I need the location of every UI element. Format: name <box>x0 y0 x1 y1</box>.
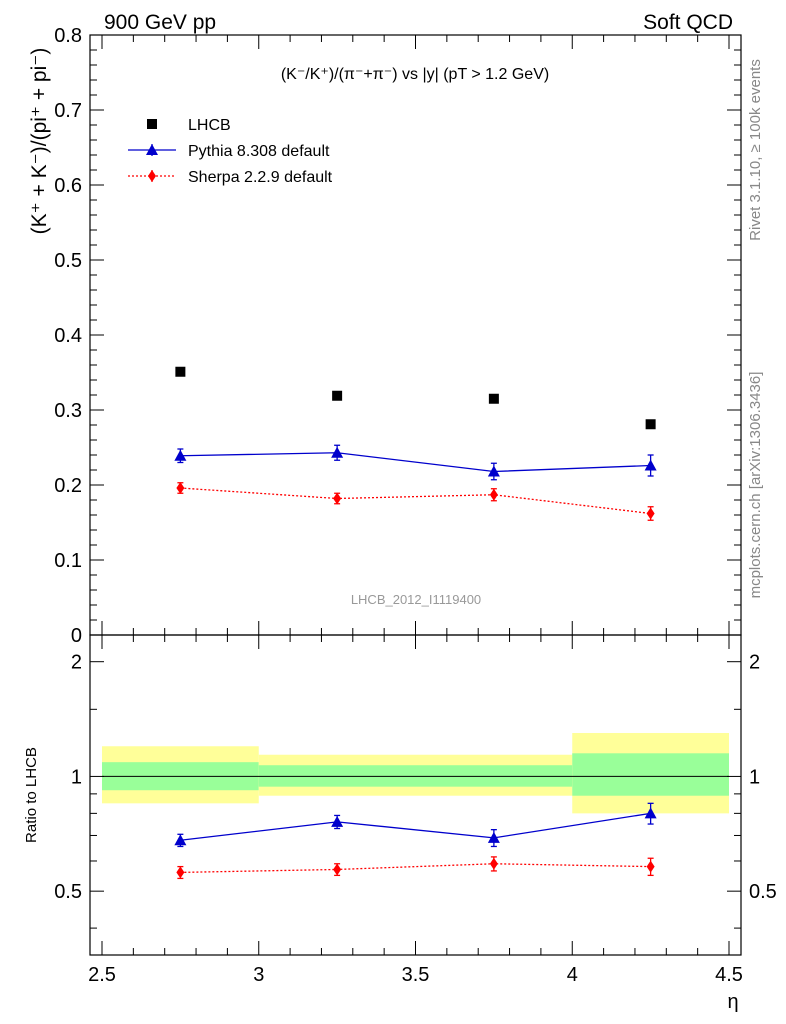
sherpa-point <box>176 482 185 494</box>
main-panel: 0 0.1 0.2 0.3 0.4 0.5 0.6 0.7 0.8 (K⁻/K⁺)/(π⁻+π⁻… <box>28 25 742 647</box>
main-title: (K⁻/K⁺)/(π⁻+π⁻) vs |y| (pT > 1.2 GeV) <box>281 66 549 83</box>
x-tick-label: 4 <box>567 964 578 986</box>
ratio-y-tick-label-right: 1 <box>749 766 760 788</box>
energy-label: 900 GeV pp <box>104 11 216 34</box>
pythia-point <box>644 459 657 471</box>
x-tick-label: 4.5 <box>715 964 743 986</box>
y-tick-label: 0.6 <box>54 175 82 197</box>
x-tick-label: 2.5 <box>88 964 116 986</box>
legend-marker-sherpa <box>148 170 156 182</box>
y-tick-label: 0.4 <box>54 325 82 347</box>
sherpa-point <box>333 863 342 876</box>
ratio-y-tick-label-right: 0.5 <box>749 881 777 903</box>
y-tick-label: 0 <box>71 625 82 647</box>
legend: LHCB Pythia 8.308 default Sherpa 2.2.9 def… <box>128 117 333 186</box>
x-axis-label: η <box>727 991 738 1013</box>
x-tick-label: 3 <box>253 964 264 986</box>
ratio-y-tick-label: 2 <box>71 652 82 674</box>
analysis-watermark: LHCB_2012_I1119400 <box>351 592 481 607</box>
sherpa-point <box>489 857 498 870</box>
pythia-point <box>174 449 187 461</box>
sherpa-point <box>646 860 655 873</box>
legend-marker-pythia <box>146 144 158 155</box>
y-tick-label: 0.5 <box>54 250 82 272</box>
y-tick-label: 0.2 <box>54 475 82 497</box>
rivet-label: Rivet 3.1.10, ≥ 100k events <box>747 59 764 241</box>
ratio-inner-band <box>572 753 729 796</box>
sherpa-line <box>180 487 651 515</box>
legend-marker-lhcb <box>147 119 157 129</box>
pythia-point <box>331 815 344 827</box>
sherpa-point <box>176 866 185 879</box>
ratio-y-tick-label: 1 <box>71 766 82 788</box>
legend-label-pythia: Pythia 8.308 default <box>188 143 330 160</box>
lhcb-point <box>175 366 186 377</box>
ratio-panel: 2.5 3 3.5 4 4.5 0.5 0.5 1 1 2 2 Ratio to LHCB η <box>23 634 777 1013</box>
mcplots-label: mcplots.cern.ch [arXiv:1306.3436] <box>747 372 764 599</box>
pythia-point <box>487 465 500 477</box>
y-tick-label: 0.3 <box>54 400 82 422</box>
y-tick-label: 0.7 <box>54 100 82 122</box>
pythia-point <box>174 834 187 846</box>
pythia-point <box>331 446 344 458</box>
lhcb-point <box>332 390 343 401</box>
main-y-axis-label: (K⁺ + K⁻)/(pi⁺ + pi⁻) <box>28 48 51 235</box>
pythia-point <box>644 807 657 819</box>
x-tick-label: 3.5 <box>402 964 430 986</box>
sherpa-point <box>333 492 342 505</box>
sherpa-point <box>646 507 655 520</box>
pythia-line <box>180 452 651 473</box>
process-label: Soft QCD <box>643 11 733 34</box>
sherpa-point <box>489 488 498 501</box>
ratio-y-axis-label: Ratio to LHCB <box>23 747 40 843</box>
lhcb-point <box>488 393 499 404</box>
legend-label-sherpa: Sherpa 2.2.9 default <box>188 169 333 186</box>
ratio-y-tick-label: 0.5 <box>54 881 82 903</box>
lhcb-point <box>645 419 656 430</box>
y-tick-label: 0.1 <box>54 550 82 572</box>
pythia-line <box>180 812 651 841</box>
legend-label-lhcb: LHCB <box>188 117 231 134</box>
pythia-point <box>487 831 500 843</box>
sherpa-line <box>180 863 651 874</box>
y-tick-label: 0.8 <box>54 25 82 47</box>
ratio-y-tick-label-right: 2 <box>749 652 760 674</box>
